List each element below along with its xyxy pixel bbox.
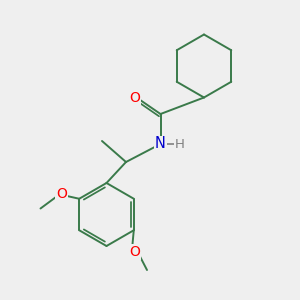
Text: H: H xyxy=(175,137,184,151)
Text: O: O xyxy=(130,245,140,259)
Text: O: O xyxy=(56,187,67,200)
Text: O: O xyxy=(130,91,140,104)
Text: N: N xyxy=(155,136,166,152)
